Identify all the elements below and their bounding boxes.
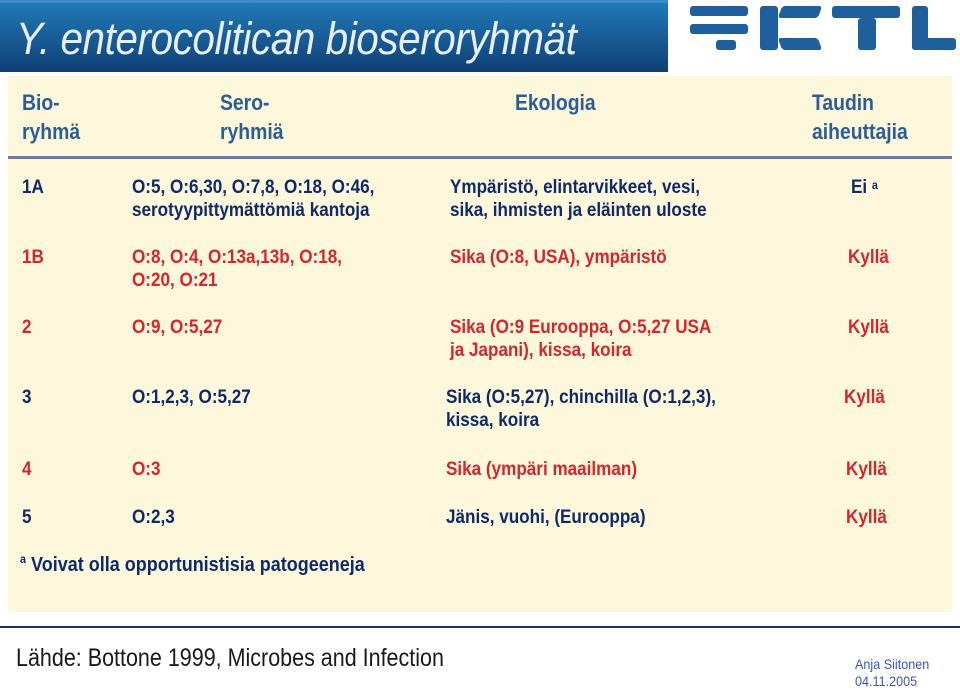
header-biogroup: Bio- ryhmä [22,90,81,144]
row-2-sero: O:9, O:5,27 [132,317,223,338]
row-2-disease: Kyllä [848,317,889,338]
row-3-bio: 3 [22,387,32,408]
row-3-disease: Kyllä [844,387,885,408]
author-credit: Anja Siitonen 04.11.2005 [855,656,930,689]
ktl-logo [672,0,960,72]
row-4-disease: Kyllä [846,459,887,480]
row-4-bio: 4 [22,459,32,480]
row-1a-sero: O:5, O:6,30, O:7,8, O:18, O:46, serotyypi… [132,177,375,221]
row-5-sero: O:2,3 [132,507,175,528]
bioserogroup-table: Bio- ryhmä Sero- ryhmiä Ekologia Taudin … [8,76,952,612]
row-1a-disease: Ei a [851,177,878,198]
row-5-disease: Kyllä [846,507,887,528]
row-5-ecology: Jänis, vuohi, (Eurooppa) [446,507,646,528]
row-5-bio: 5 [22,507,32,528]
row-1b-disease: Kyllä [848,247,889,268]
header-disease: Taudin aiheuttajia [812,90,908,144]
row-4-ecology: Sika (ympäri maailman) [446,459,638,480]
row-1a-ecology: Ympäristö, elintarvikkeet, vesi, sika, ih… [450,177,707,221]
row-1b-ecology: Sika (O:8, USA), ympäristö [450,247,667,268]
header-divider [8,156,952,159]
header-serogroup: Sero- ryhmiä [220,90,284,144]
header-ecology: Ekologia [515,90,596,115]
footnote-marker: a [871,178,878,192]
row-4-sero: O:3 [132,459,161,480]
footnote-marker-label: a [20,552,27,566]
source-citation: Lähde: Bottone 1999, Microbes and Infect… [16,644,444,672]
row-1a-bio: 1A [22,177,44,198]
row-2-ecology: Sika (O:9 Eurooppa, O:5,27 USA ja Japani)… [450,317,712,361]
source-divider [0,626,960,628]
footnote: a Voivat olla opportunistisia patogeenej… [20,552,365,576]
row-1b-bio: 1B [22,247,44,268]
row-2-bio: 2 [22,317,32,338]
title-bar: Y. enterocolitican bioseroryhmät [0,0,668,72]
slide-title: Y. enterocolitican bioseroryhmät [16,13,577,64]
row-1b-sero: O:8, O:4, O:13a,13b, O:18, O:20, O:21 [132,247,343,291]
row-3-sero: O:1,2,3, O:5,27 [132,387,251,408]
row-3-ecology: Sika (O:5,27), chinchilla (O:1,2,3), kiss… [446,387,716,431]
